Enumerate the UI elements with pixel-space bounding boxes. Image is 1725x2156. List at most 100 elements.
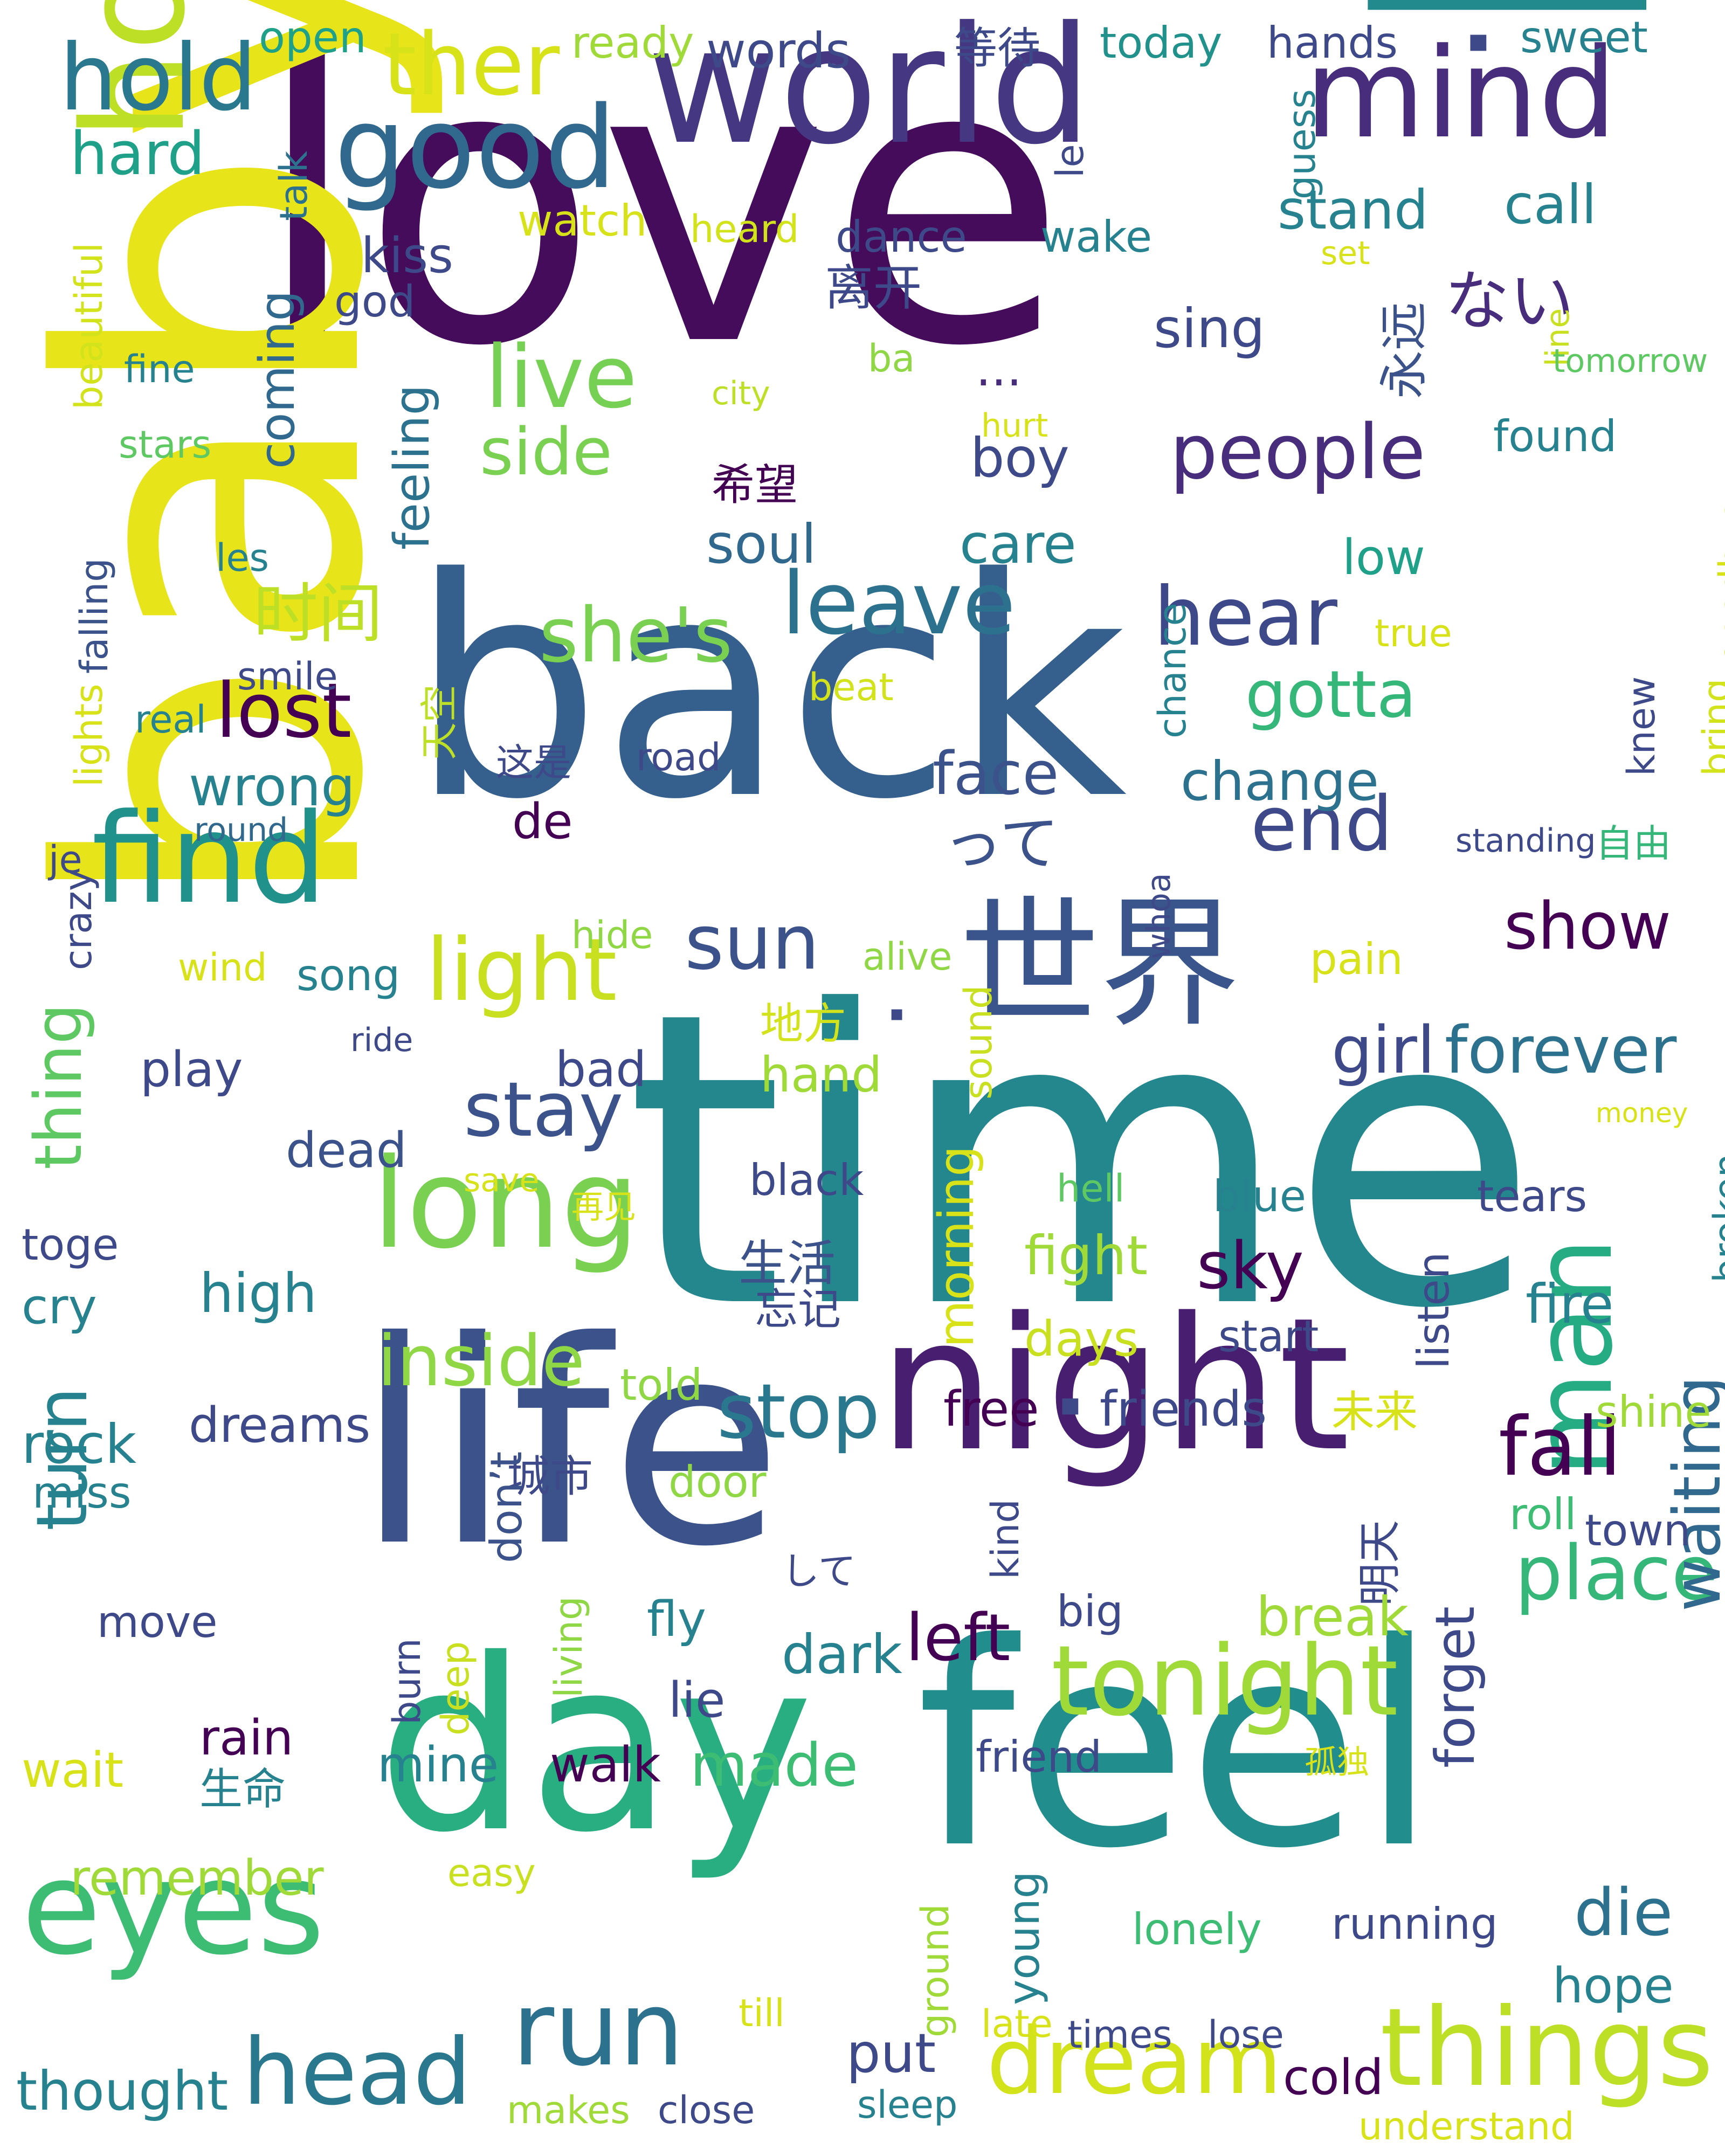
word-left: left [906, 1601, 1011, 1676]
word-save: save [464, 1162, 540, 1199]
word-sky: sky [1197, 1229, 1304, 1304]
word-live: live [485, 327, 638, 427]
word-hell: hell [1057, 1166, 1125, 1211]
word-glyph-111: って [943, 809, 1059, 878]
word-call: call [1504, 173, 1597, 236]
word-end: end [1251, 780, 1393, 868]
word-roll: roll [1509, 1489, 1577, 1539]
word-stop: stop [717, 1368, 880, 1456]
word-glyph-54: ない [1445, 264, 1574, 339]
word-times: times [1067, 2013, 1172, 2057]
word-door: door [668, 1457, 767, 1507]
word-glyph-123: 地方 [760, 999, 846, 1049]
word-hide: hide [571, 913, 653, 957]
word-glyph-183: 孤独 [1305, 1744, 1369, 1781]
word-easy: easy [447, 1851, 536, 1895]
word-inside: inside [377, 1320, 585, 1402]
word-face: face [933, 739, 1059, 808]
word-morning: morning [928, 1145, 985, 1348]
word-fall: fall [1499, 1400, 1622, 1494]
word-glyph-108: 这是 [496, 741, 571, 785]
word-move: move [97, 1597, 218, 1647]
word-fine: fine [124, 347, 195, 391]
word-she-s: she's [539, 592, 733, 680]
word-days: days [1024, 1311, 1139, 1367]
word-knew: knew [1619, 676, 1664, 776]
word-goodbye: goodbye [1711, 499, 1725, 663]
word-glyph-95: ... [976, 341, 1022, 397]
word-glyph-97: 希望 [712, 460, 798, 510]
word-money: money [1596, 1097, 1688, 1129]
word-round: round [194, 811, 288, 849]
word-sun: sun [685, 899, 820, 987]
word-living: living [547, 1596, 591, 1698]
word-lost: lost [216, 667, 352, 755]
word-leave: leave [782, 553, 1016, 654]
word-dreams: dreams [189, 1397, 371, 1454]
word-heard: heard [690, 207, 799, 251]
word-beautiful: beautiful [67, 242, 111, 410]
word-makes: makes [507, 2088, 630, 2132]
word-glyph-84: 永远 [1376, 302, 1432, 399]
word-night: night [879, 1279, 1350, 1492]
word-city: city [712, 375, 770, 412]
word-sing: sing [1154, 297, 1265, 360]
word-hands: hands [1267, 18, 1398, 68]
word-big: big [1057, 1586, 1123, 1636]
word-glyph-11: 世界 [960, 883, 1240, 1046]
word-deep: deep [433, 1641, 478, 1736]
word-town: town [1585, 1505, 1691, 1556]
word-late: late [981, 2002, 1053, 2046]
word-cold: cold [1283, 2049, 1384, 2106]
word-dead: dead [286, 1122, 407, 1179]
word-world: world [647, 0, 1093, 180]
word-forever: forever [1445, 1013, 1677, 1088]
word-black: black [749, 1155, 864, 1205]
word-glyph-139: 忘记 [755, 1284, 841, 1335]
word-high: high [199, 1262, 318, 1325]
word-wait: wait [22, 1742, 124, 1799]
word-run: run [512, 1970, 684, 2089]
word-bad: bad [555, 1041, 647, 1098]
word-friends: friends [1100, 1381, 1267, 1438]
word-falling: falling [72, 558, 116, 674]
word-wake: wake [1040, 212, 1153, 262]
word-place: place [1515, 1530, 1718, 1618]
word-mind: mind [1305, 22, 1617, 166]
word-set: set [1321, 234, 1370, 272]
word-die: die [1574, 1876, 1673, 1951]
word-standing: standing [1455, 822, 1596, 860]
word-glyph-77: 等待 [954, 23, 1040, 73]
word-break: break [1256, 1585, 1409, 1648]
word-feeling: feeling [384, 384, 440, 550]
word-glyph-164: して [782, 1549, 856, 1593]
word-kiss: kiss [361, 227, 453, 284]
word-girl: girl [1331, 1013, 1436, 1088]
word-burn: burn [385, 1638, 429, 1725]
word-dream: dream [986, 2008, 1282, 2115]
word-song: song [296, 950, 401, 1000]
word-pain: pain [1310, 934, 1403, 984]
word-cry: cry [22, 1279, 97, 1335]
word-today: today [1100, 18, 1223, 68]
word-blue: blue [1213, 1171, 1306, 1221]
word-stand: stand [1278, 178, 1429, 241]
word-kind: kind [983, 1499, 1027, 1579]
word-smile: smile [237, 654, 338, 699]
word-guess: guess [1280, 89, 1324, 199]
word-ground: ground [913, 1904, 957, 2037]
word-eyes: eyes [22, 1833, 325, 1984]
word-ther: ther [383, 14, 560, 115]
word-soul: soul [706, 513, 817, 576]
word-glyph-177: 生命 [199, 1764, 286, 1814]
word-les: les [216, 536, 269, 580]
word-tomorrow: tomorrow [1552, 342, 1708, 380]
word-understand: understand [1358, 2104, 1575, 2148]
word-de: de [512, 793, 573, 850]
word-coming: coming [249, 290, 306, 469]
word-beat: beat [809, 665, 894, 709]
word-miss: miss [32, 1468, 132, 1518]
word-love: love [253, 0, 1067, 431]
word-start: start [1218, 1311, 1319, 1362]
word-lonely: lonely [1132, 1904, 1262, 1954]
